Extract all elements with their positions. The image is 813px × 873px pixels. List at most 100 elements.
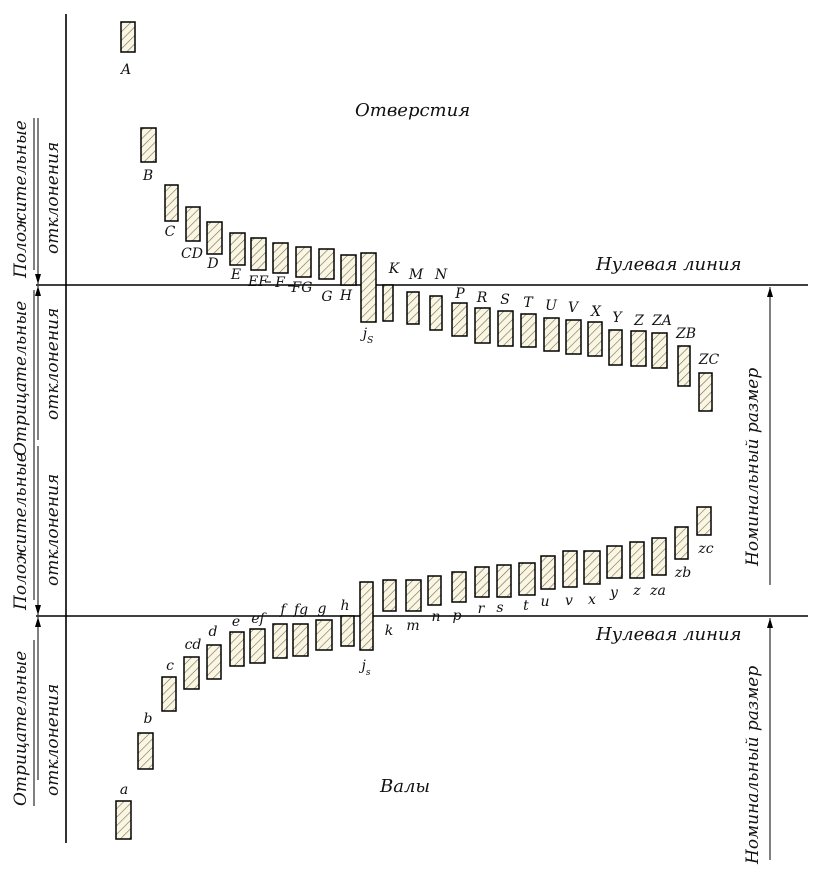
shaft-label-16: r	[478, 601, 486, 617]
left-positive-shafts: Положительные отклонения	[11, 446, 63, 615]
arrowhead-neg-holes	[35, 286, 41, 296]
shaft-label-7: f	[279, 602, 288, 618]
shaft-label-25: zb	[674, 565, 691, 581]
hole-field-15	[451, 302, 468, 337]
shaft-field-5	[229, 631, 245, 667]
hole-label-13: M	[408, 267, 424, 283]
shaft-field-7	[272, 623, 288, 659]
hole-label-8: FG	[291, 280, 313, 296]
shaft-label-17: s	[496, 600, 503, 616]
shaft-label-26: zc	[697, 541, 713, 557]
hole-label-18: T	[523, 295, 534, 311]
hole-field-0	[120, 21, 136, 53]
shaft-field-3	[183, 656, 200, 690]
hole-label-26: ZC	[698, 352, 720, 368]
shaft-field-26	[696, 506, 712, 536]
hole-field-26	[698, 372, 713, 412]
shaft-field-14	[427, 575, 442, 606]
hole-label-20: V	[568, 300, 580, 316]
hole-field-24	[651, 332, 668, 369]
nominal-label-shafts: Номинальный размер	[743, 666, 763, 865]
shaft-field-4	[206, 644, 222, 680]
hole-field-23	[630, 330, 647, 367]
shaft-field-18	[518, 562, 536, 596]
hole-field-13	[406, 291, 420, 325]
shaft-label-18: t	[523, 598, 529, 614]
negative-label-shafts: Отрицательные	[11, 651, 31, 806]
deviations-label-holes-pos: отклонения	[43, 142, 63, 254]
positive-label-shafts: Положительные	[11, 452, 31, 611]
arrowhead-nominal-shafts	[767, 618, 773, 628]
hole-label-24: ZA	[651, 313, 672, 329]
hole-field-22	[608, 329, 623, 366]
shaft-field-0	[115, 800, 132, 840]
nominal-label-holes: Номинальный размер	[743, 368, 763, 567]
hole-label-14: N	[434, 267, 448, 283]
shaft-label-19: u	[540, 594, 549, 610]
hole-field-14	[429, 295, 443, 331]
shaft-label-2: c	[166, 658, 174, 674]
hole-label-15: P	[454, 286, 465, 302]
negative-label-holes: Отрицательные	[11, 301, 31, 456]
hole-field-11	[360, 252, 377, 323]
arrowhead-neg-shafts	[35, 617, 41, 627]
hole-field-4	[206, 221, 223, 255]
holes-title: Отверстия	[355, 100, 470, 121]
hole-field-16	[474, 307, 491, 344]
right-nominal-holes: Номинальный размер	[743, 287, 773, 585]
hole-label-0: A	[119, 62, 131, 78]
hole-label-19: U	[545, 298, 558, 314]
deviations-label-shafts-neg: отклонения	[43, 684, 63, 796]
hole-field-8	[295, 246, 312, 278]
shaft-label-20: v	[565, 593, 573, 609]
hole-field-25	[677, 345, 691, 387]
shaft-label-8: fg	[293, 602, 308, 618]
hole-field-2	[164, 184, 179, 222]
shaft-field-16	[474, 566, 490, 598]
shaft-field-20	[562, 550, 578, 588]
shaft-label-24: za	[649, 583, 666, 599]
left-positive-holes: Положительные отклонения	[11, 118, 63, 284]
shaft-label-6: ef	[251, 611, 267, 627]
hole-label-11: jS	[360, 326, 374, 346]
hole-label-12: K	[388, 261, 401, 277]
arrowhead-nominal-holes	[767, 287, 773, 297]
hole-label-4: D	[206, 256, 218, 272]
shaft-label-22: y	[609, 585, 619, 601]
hole-field-18	[520, 313, 537, 348]
hole-label-9: G	[321, 289, 332, 305]
hole-field-17	[497, 310, 514, 347]
shaft-field-19	[540, 555, 556, 590]
shaft-field-22	[606, 545, 623, 579]
hole-field-9	[318, 248, 335, 280]
hole-field-20	[565, 319, 582, 355]
shaft-label-12: k	[385, 623, 393, 639]
shaft-label-15: p	[453, 608, 462, 624]
shaft-label-0: a	[120, 782, 128, 798]
hole-label-2: C	[165, 224, 176, 240]
hole-label-25: ZB	[675, 326, 696, 342]
hole-field-10	[340, 254, 357, 286]
hole-label-16: R	[476, 290, 488, 306]
hole-label-22: Y	[612, 310, 623, 326]
zero-line-label-holes: Нулевая линия	[595, 254, 742, 275]
hole-field-3	[185, 206, 201, 242]
shaft-field-10	[340, 615, 355, 647]
shaft-label-5: e	[232, 614, 240, 630]
shaft-label-4: d	[209, 624, 218, 640]
shaft-field-13	[405, 579, 422, 612]
hole-label-23: Z	[633, 313, 644, 329]
shaft-label-14: n	[431, 609, 440, 625]
shaft-label-23: z	[632, 583, 641, 599]
hole-field-5	[229, 232, 246, 266]
arrowhead-pos-shafts	[35, 605, 41, 615]
hole-field-19	[543, 317, 560, 352]
right-nominal-shafts: Номинальный размер	[743, 618, 773, 865]
hole-field-6	[250, 237, 267, 271]
hole-label-6: EF	[247, 274, 269, 290]
hole-label-1: B	[142, 168, 153, 184]
arrowhead-pos-holes	[35, 274, 41, 284]
hole-label-7: F	[274, 275, 286, 291]
